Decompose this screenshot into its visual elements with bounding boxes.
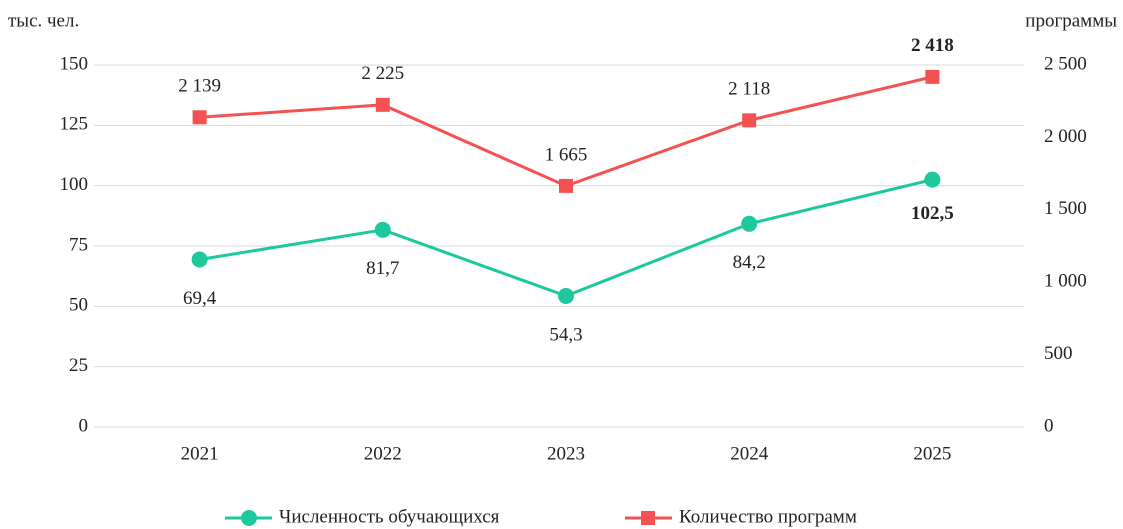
y2-tick-label: 2 500 (1044, 53, 1087, 74)
y-tick-label: 150 (60, 53, 89, 74)
marker (559, 178, 573, 193)
marker (191, 251, 208, 268)
data-label: 84,2 (733, 252, 766, 273)
y2-tick-label: 1 000 (1044, 271, 1087, 292)
y2-tick-label: 500 (1044, 343, 1073, 364)
y-tick-label: 0 (79, 415, 89, 436)
y-tick-label: 125 (60, 114, 89, 135)
marker (741, 215, 758, 232)
data-label: 2 418 (911, 35, 954, 56)
data-label: 102,5 (911, 203, 954, 224)
data-label: 2 225 (361, 63, 404, 84)
legend-marker (641, 511, 655, 525)
y2-axis-label: программы (1025, 10, 1117, 31)
marker (925, 69, 940, 84)
data-label: 69,4 (183, 288, 217, 309)
x-tick-label: 2024 (730, 443, 769, 464)
series-line (199, 178, 933, 298)
y-tick-label: 100 (60, 174, 89, 195)
legend-marker (241, 510, 257, 526)
marker (742, 113, 757, 128)
data-label: 2 118 (728, 79, 770, 100)
y-tick-label: 50 (69, 295, 88, 316)
marker (375, 97, 390, 112)
y2-tick-label: 1 500 (1044, 198, 1087, 219)
y-axis-label: тыс. чел. (8, 10, 79, 31)
y-tick-label: 25 (69, 355, 88, 376)
data-label: 1 665 (545, 144, 588, 165)
y2-tick-label: 0 (1044, 415, 1054, 436)
x-tick-label: 2025 (913, 443, 951, 464)
x-tick-label: 2022 (364, 443, 402, 464)
legend-label: Количество программ (679, 506, 857, 527)
marker (192, 110, 207, 125)
x-tick-label: 2021 (181, 443, 219, 464)
legend-label: Численность обучающихся (279, 506, 500, 527)
x-tick-label: 2023 (547, 443, 585, 464)
marker (374, 221, 391, 238)
series-line (199, 75, 933, 188)
marker (558, 287, 574, 304)
y-tick-label: 75 (69, 234, 88, 255)
data-label: 81,7 (366, 258, 399, 279)
data-label: 54,3 (549, 324, 582, 345)
data-label: 2 139 (178, 76, 221, 97)
y2-tick-label: 2 000 (1044, 126, 1087, 147)
marker (924, 171, 941, 188)
